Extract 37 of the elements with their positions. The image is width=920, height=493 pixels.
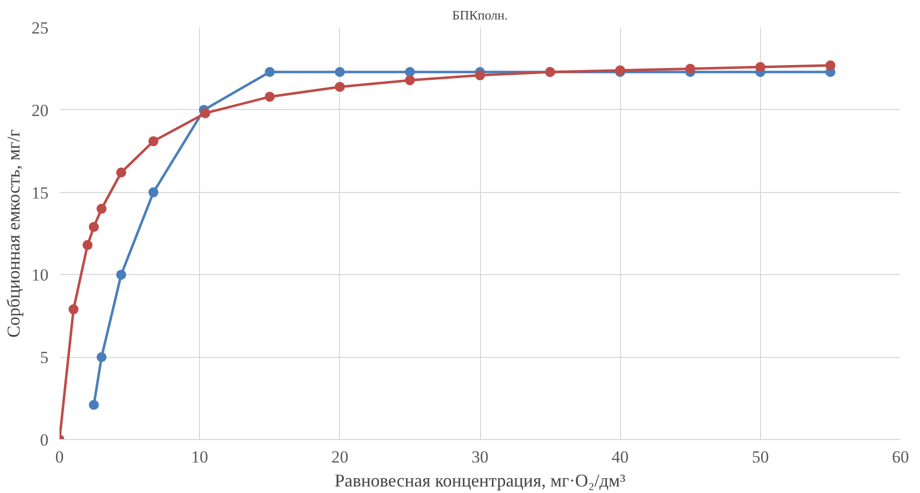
point	[475, 70, 485, 80]
y-tick-label: 25	[32, 18, 48, 38]
x-tick-label: 60	[892, 448, 909, 466]
point	[685, 64, 696, 74]
point	[148, 187, 158, 198]
point	[264, 67, 275, 77]
x-tick-label: 30	[472, 448, 488, 466]
y-tick-label: 15	[32, 183, 48, 202]
point	[200, 108, 210, 118]
y-tick-label: 10	[32, 266, 48, 285]
x-tick-label: 50	[752, 448, 769, 466]
x-tick-label: 0	[55, 448, 64, 466]
point	[825, 60, 836, 70]
point	[116, 168, 126, 178]
point	[264, 92, 275, 102]
point	[334, 82, 345, 92]
point	[116, 270, 126, 280]
x-axis-title: Равновесная концентрация, мг·O₂/дм³	[334, 470, 626, 490]
x-tick-label: 10	[191, 448, 208, 466]
point	[82, 240, 93, 250]
point	[404, 67, 415, 77]
y-tick-label: 20	[32, 100, 48, 120]
y-axis-title: Сорбционная емкость, мг/г	[4, 129, 24, 338]
y-tick-label: 5	[40, 348, 48, 368]
x-tick-label: 20	[331, 448, 348, 466]
point	[404, 75, 415, 86]
x-tick-label: 40	[612, 448, 629, 466]
point	[68, 304, 79, 314]
point	[334, 67, 345, 77]
point	[148, 136, 158, 146]
y-tick-label: 0	[40, 430, 48, 450]
point	[88, 400, 99, 410]
point	[96, 204, 107, 214]
point	[88, 222, 99, 232]
chart-title: БПКполн.	[452, 8, 508, 22]
point	[755, 62, 766, 72]
point	[96, 352, 107, 362]
